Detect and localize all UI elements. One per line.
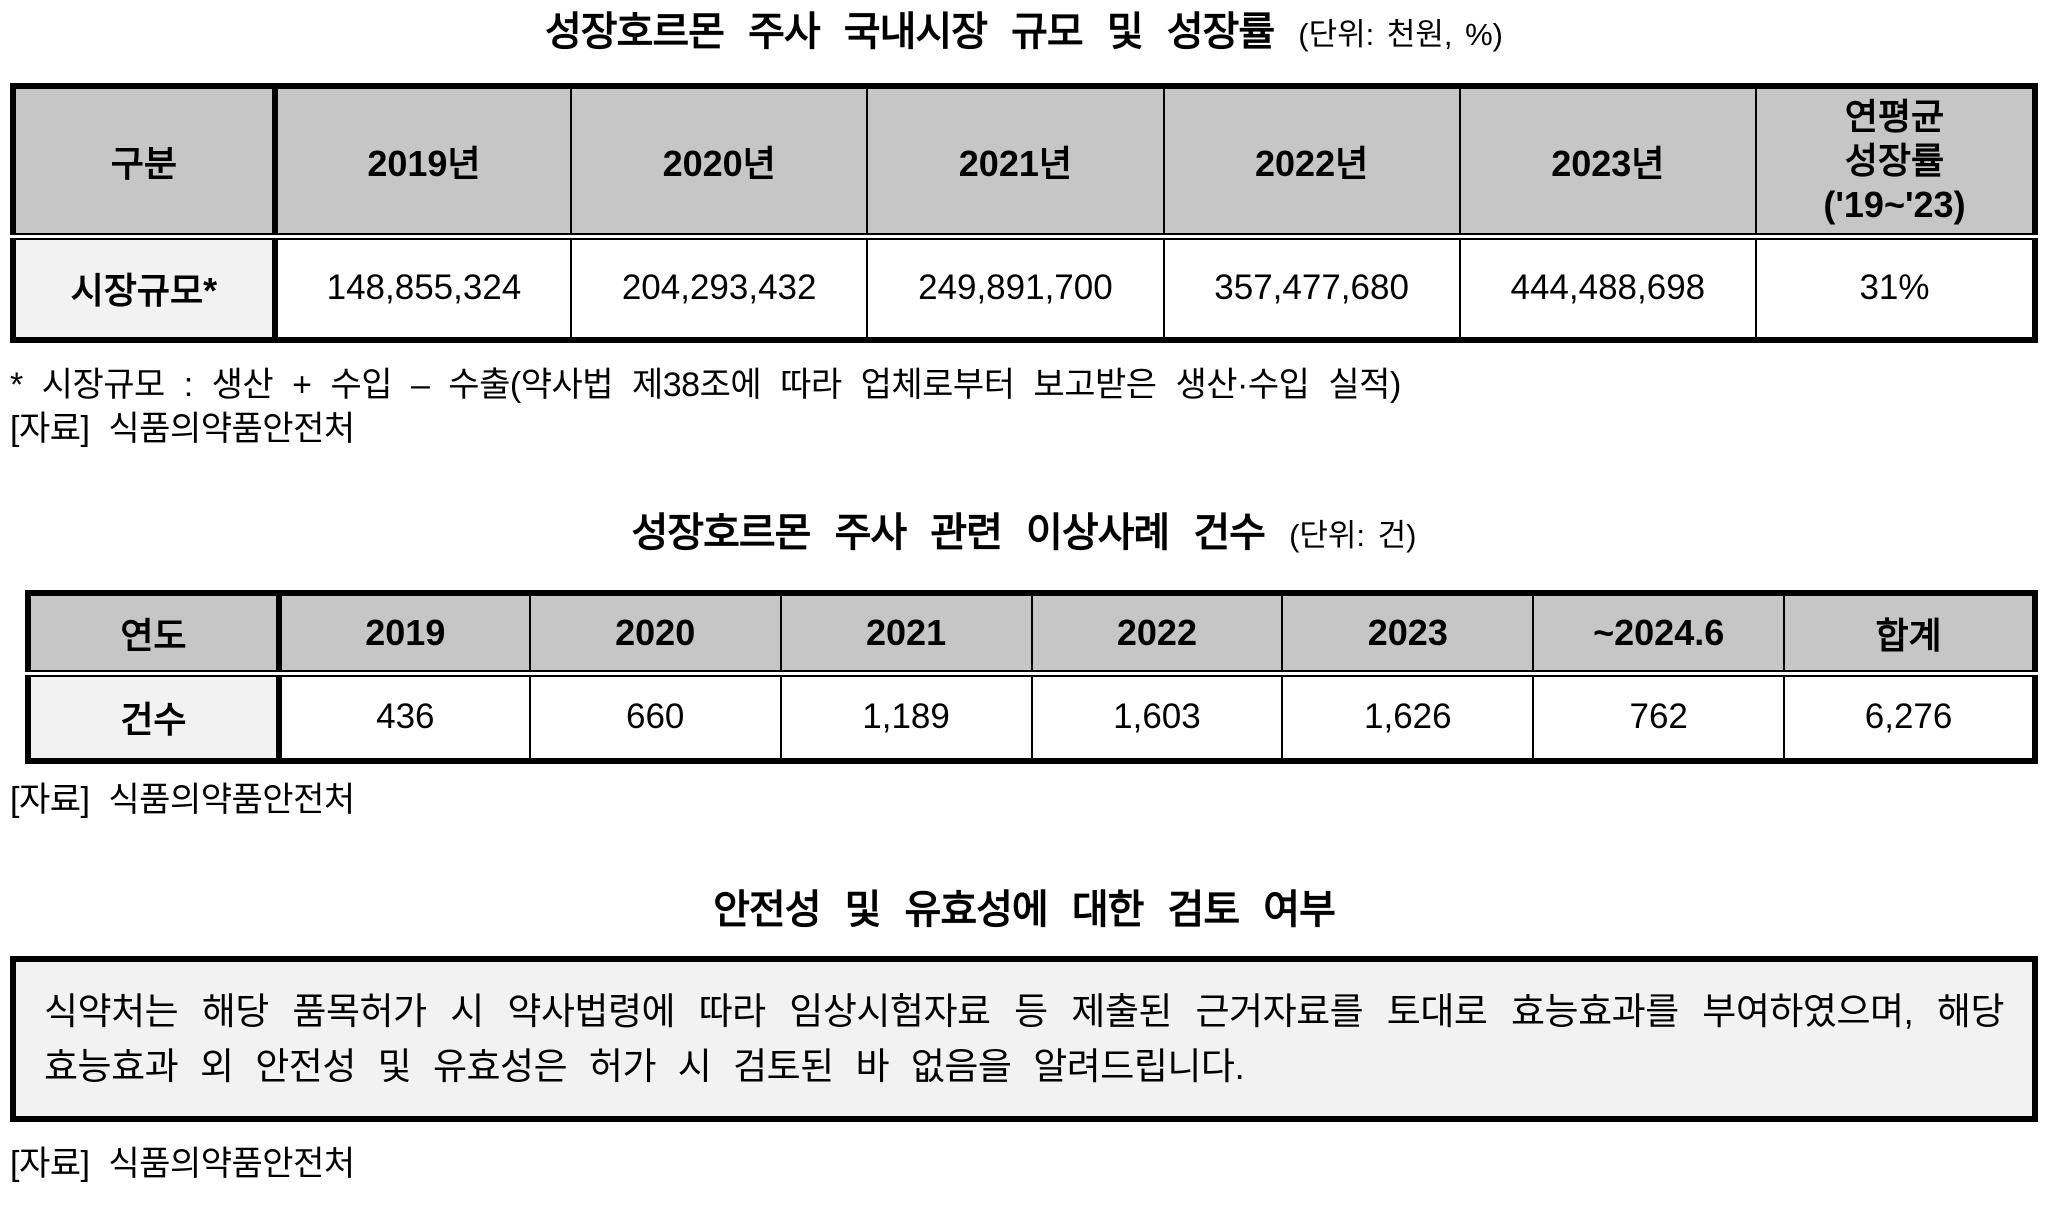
adverse-count-2019: 436: [277, 672, 531, 762]
adverse-section-title: 성장호르몬 주사 관련 이상사례 건수 (단위: 건): [10, 509, 2038, 560]
market-footnote: * 시장규모 : 생산 + 수입 – 수출(약사법 제38조에 따라 업체로부터…: [10, 366, 1401, 404]
adverse-count-2021: 1,189: [779, 672, 1033, 762]
adverse-source: [자료] 식품의약품안전처: [10, 781, 355, 819]
market-value-cagr: 31%: [1754, 235, 2037, 341]
market-header-cagr: 연평균 성장률 ('19~'23): [1754, 85, 2037, 240]
adverse-count-2022: 1,603: [1030, 672, 1284, 762]
adverse-count-total: 6,276: [1783, 672, 2036, 762]
market-value-2019: 148,855,324: [273, 235, 573, 341]
market-header-2020: 2020년: [570, 85, 869, 240]
adverse-table-data-row: 건수 436 660 1,189 1,603 1,626 762 6,276: [27, 672, 2036, 762]
adverse-table-header-row: 연도 2019 2020 2021 2022 2023 ~2024.6 합계: [27, 592, 2036, 677]
adverse-row-label: 건수: [27, 672, 282, 762]
market-header-2023: 2023년: [1458, 85, 1757, 240]
adverse-unit-label: (단위: 건): [1289, 518, 1417, 553]
market-value-2021: 249,891,700: [866, 235, 1165, 341]
market-unit-label: (단위: 천원, %): [1298, 17, 1504, 52]
market-header-2022: 2022년: [1162, 85, 1461, 240]
market-source: [자료] 식품의약품안전처: [10, 410, 355, 448]
adverse-header-2019: 2019: [277, 592, 531, 677]
market-value-2022: 357,477,680: [1162, 235, 1461, 341]
review-source: [자료] 식품의약품안전처: [10, 1145, 355, 1183]
market-header-2019: 2019년: [273, 85, 573, 240]
adverse-count-2024h1: 762: [1532, 672, 1786, 762]
adverse-header-total: 합계: [1783, 592, 2036, 677]
market-section-title: 성장호르몬 주사 국내시장 규모 및 성장률 (단위: 천원, %): [10, 8, 2038, 59]
adverse-header-2021: 2021: [779, 592, 1033, 677]
review-title-text: 안전성 및 유효성에 대한 검토 여부: [713, 888, 1336, 932]
adverse-header-2024h1: ~2024.6: [1532, 592, 1786, 677]
market-size-table: 구분 2019년 2020년 2021년 2022년 2023년 연평균 성장률…: [10, 83, 2038, 343]
adverse-header-2022: 2022: [1030, 592, 1284, 677]
adverse-title-text: 성장호르몬 주사 관련 이상사례 건수: [631, 511, 1265, 555]
review-notice-text: 식약처는 해당 품목허가 시 약사법령에 따라 임상시험자료 등 제출된 근거자…: [44, 991, 2005, 1087]
market-title-text: 성장호르몬 주사 국내시장 규모 및 성장률: [544, 10, 1275, 54]
review-notice-box: 식약처는 해당 품목허가 시 약사법령에 따라 임상시험자료 등 제출된 근거자…: [10, 956, 2038, 1122]
adverse-count-2020: 660: [528, 672, 782, 762]
market-row-label: 시장규모*: [12, 235, 278, 341]
market-table-data-row: 시장규모* 148,855,324 204,293,432 249,891,70…: [12, 235, 2037, 341]
market-header-category: 구분: [12, 85, 278, 240]
market-value-2020: 204,293,432: [570, 235, 869, 341]
market-header-2021: 2021년: [866, 85, 1165, 240]
adverse-header-year: 연도: [27, 592, 282, 677]
adverse-events-table: 연도 2019 2020 2021 2022 2023 ~2024.6 합계 건…: [25, 590, 2038, 764]
adverse-header-2020: 2020: [528, 592, 782, 677]
adverse-count-2023: 1,626: [1281, 672, 1535, 762]
market-value-2023: 444,488,698: [1458, 235, 1757, 341]
review-section-title: 안전성 및 유효성에 대한 검토 여부: [10, 886, 2038, 934]
market-table-header-row: 구분 2019년 2020년 2021년 2022년 2023년 연평균 성장률…: [12, 85, 2037, 240]
adverse-header-2023: 2023: [1281, 592, 1535, 677]
